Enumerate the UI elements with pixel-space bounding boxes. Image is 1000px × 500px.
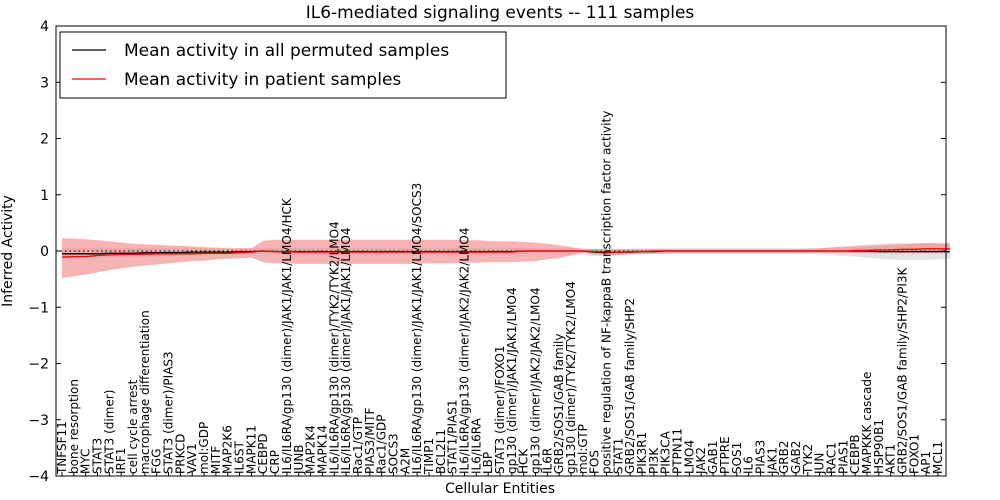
x-tick-label: SOCS3 <box>387 433 401 474</box>
y-tick-label: −4 <box>28 469 49 485</box>
x-tick-label: STAT3 (dimer)/PIAS3 <box>162 351 176 474</box>
y-tick-label: 3 <box>40 75 49 91</box>
x-tick-label: IRF1 <box>114 448 128 474</box>
x-tick-label: PIAS1 <box>836 440 850 474</box>
x-tick-label: BCL2L1 <box>434 429 448 474</box>
x-tick-label: mol:GDP <box>197 422 211 474</box>
x-tick-label: CRP <box>268 450 282 474</box>
x-tick-label: PIK3R1 <box>635 432 649 474</box>
x-tick-label: PTPN11 <box>671 428 685 474</box>
x-tick-label: macrophage differentiation <box>138 310 152 474</box>
x-tick-label: PRKCD <box>173 434 187 474</box>
x-tick-label: STAT3 (dimer) <box>102 390 116 474</box>
y-tick-label: 4 <box>40 19 49 35</box>
x-tick-label: PIAS3/MITF <box>363 407 377 474</box>
x-tick-label: GAB1 <box>706 441 720 474</box>
x-tick-label: PI3K <box>647 447 661 474</box>
x-tick-label: VAV1 <box>185 443 199 474</box>
x-tick-label: GRB2/SOS1/GAB family/SHP2/PI3K <box>896 266 910 474</box>
x-tick-label: gp130 (dimer)/JAK1/JAK1/LMO4 <box>505 287 519 474</box>
x-tick-label: gp130 (dimer)/TYK2/TYK2/LMO4 <box>564 281 578 474</box>
x-tick-label: Rac1/GDP <box>375 415 389 474</box>
x-tick-label: IL6/IL6RA/gp130 (dimer)/JAK1/JAK1/LMO4/H… <box>280 197 294 474</box>
y-tick-label: −2 <box>28 357 49 373</box>
x-tick-label: GAB2 <box>789 441 803 474</box>
x-tick-label: MAPK11 <box>244 425 258 474</box>
x-tick-label: AKT1 <box>884 444 898 474</box>
y-axis-label: Inferred Activity <box>0 195 16 307</box>
series-band-patient <box>62 238 950 278</box>
x-tick-label: MAP2K6 <box>221 425 235 474</box>
x-tick-label: FOXO1 <box>907 434 921 474</box>
x-tick-label: JUNB <box>292 444 306 475</box>
legend-box <box>59 31 507 99</box>
y-tick-label: −1 <box>28 300 49 316</box>
x-tick-label: MYC <box>79 449 93 474</box>
x-tick-label: LMO4 <box>682 440 696 474</box>
x-tick-label: STAT1 <box>611 438 625 474</box>
x-tick-label: cell cycle arrest <box>126 379 140 474</box>
x-tick-label: TYK2 <box>801 444 815 475</box>
x-tick-label: GRB2 <box>777 440 791 474</box>
x-tick-label: HSP90B1 <box>872 419 886 474</box>
x-tick-label: positive regulation of NF-kappaB transcr… <box>600 111 614 474</box>
series-line-patient <box>61 248 950 258</box>
x-tick-label: RAC1 <box>825 442 839 474</box>
x-tick-label: TIMP1 <box>422 438 436 475</box>
x-tick-label: JAK2 <box>694 447 708 475</box>
x-tick-label: SOS1 <box>730 442 744 474</box>
x-tick-label: MAPK14 <box>315 425 329 474</box>
x-tick-label: STAT3 (dimer)/FOXO1 <box>493 345 507 474</box>
x-tick-label: JUN <box>813 453 827 475</box>
x-tick-label: MCL1 <box>931 441 945 474</box>
x-tick-label: GRB2/SOS1/GAB family <box>552 334 566 475</box>
legend-label-permuted: Mean activity in all permuted samples <box>124 41 449 61</box>
x-tick-label: PIK3CA <box>659 430 673 474</box>
x-tick-label: PTPRE <box>718 436 732 474</box>
x-tick-label: IL6R <box>540 448 554 474</box>
x-tick-label: MAPKKK cascade <box>860 372 874 474</box>
x-tick-label: IL6/IL6RA/gp130 (dimer)/JAK2/JAK2/LMO4 <box>458 228 472 474</box>
y-tick-label: 1 <box>40 188 49 204</box>
x-tick-label: mol:GTP <box>576 424 590 474</box>
chart-title: IL6-mediated signaling events -- 111 sam… <box>306 3 695 23</box>
x-tick-label: PIAS3 <box>753 440 767 474</box>
x-tick-label: Rac1/GTP <box>351 417 365 474</box>
y-tick-label: 0 <box>40 244 49 260</box>
x-tick-label: IL6/IL6RA/gp130 (dimer)/JAK1/JAK1/LMO4/S… <box>410 183 424 474</box>
x-tick-label: IL6ST <box>233 441 247 474</box>
x-tick-label: AP1 <box>919 451 933 474</box>
x-tick-label: IL6 <box>742 456 756 474</box>
y-tick-label: −3 <box>28 413 49 429</box>
x-tick-label: IL6/IL6RA <box>469 417 483 474</box>
x-tick-label: STAT3 <box>91 438 105 474</box>
x-tick-label: gp130 (dimer)/JAK2/JAK2/LMO4 <box>529 287 543 474</box>
x-tick-label: MITF <box>209 446 223 474</box>
x-tick-label: STAT1/PIAS1 <box>446 399 460 474</box>
x-tick-label: IL6/IL6RA/gp130 (dimer)/JAK1/JAK1/LMO4 <box>339 228 353 474</box>
x-tick-label: GRB2/SOS1/GAB family/SHP2 <box>623 298 637 474</box>
x-tick-label: FOS <box>588 450 602 474</box>
x-tick-label: IL6/IL6RA/gp130 (dimer)/TYK2/TYK2/LMO4 <box>327 221 341 474</box>
x-tick-label: bone resorption <box>67 379 81 474</box>
x-axis-label: Cellular Entities <box>445 481 555 497</box>
legend-label-patient: Mean activity in patient samples <box>124 70 401 90</box>
x-tick-label: TNFSF11 <box>55 421 69 475</box>
x-tick-label: MAP2K4 <box>304 425 318 474</box>
x-tick-label: HCK <box>517 448 531 474</box>
y-tick-label: 2 <box>40 132 49 148</box>
x-tick-label: FGG <box>150 449 164 475</box>
x-tick-label: JAK1 <box>765 447 779 475</box>
x-tick-label: CEBPB <box>848 434 862 474</box>
x-tick-label: LBP <box>481 452 495 474</box>
legend: Mean activity in all permuted samples Me… <box>59 31 507 99</box>
x-tick-label: A2M <box>398 448 412 474</box>
x-tick-label: CEBPD <box>256 433 270 474</box>
